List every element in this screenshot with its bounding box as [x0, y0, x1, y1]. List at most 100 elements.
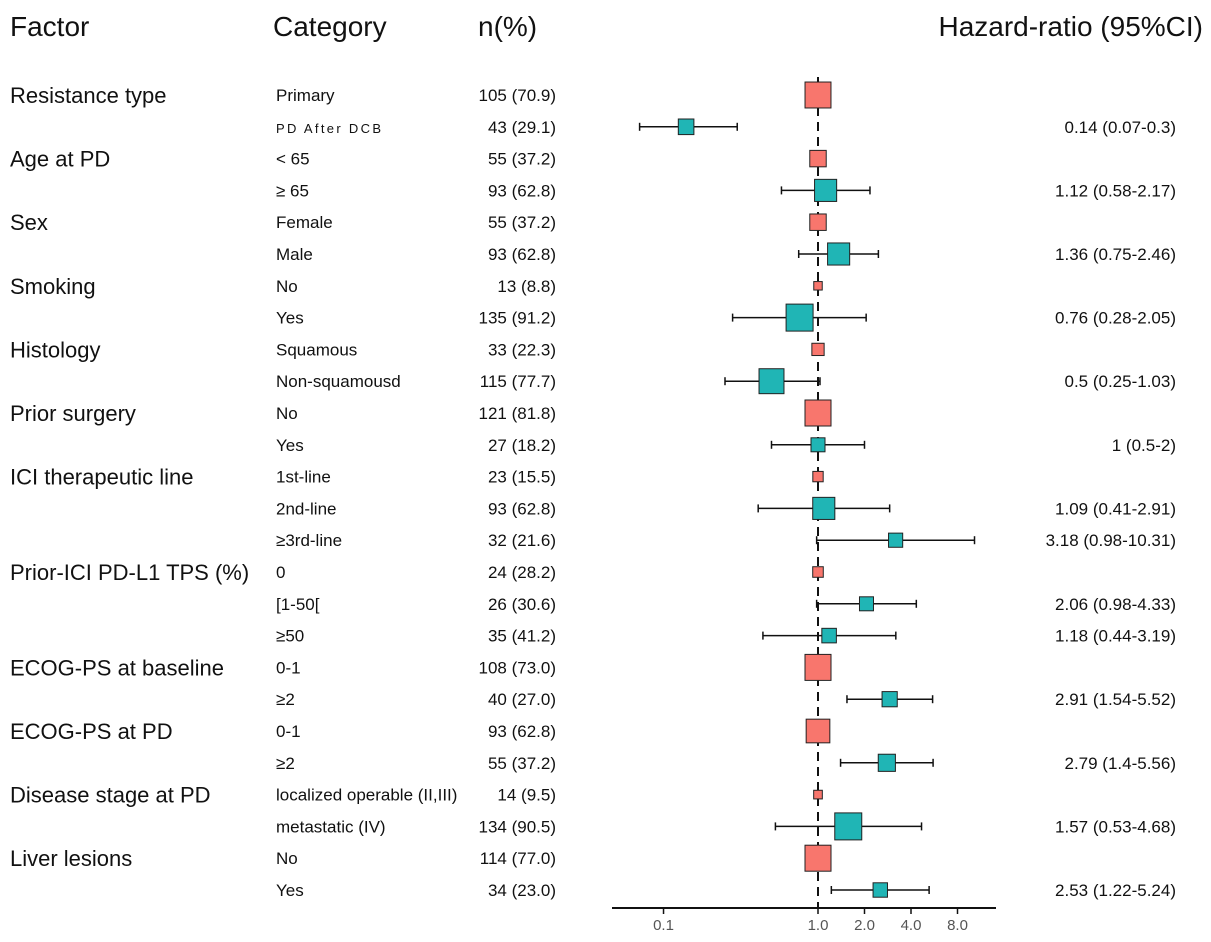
hazard-ratio-label: 0.76 (0.28-2.05) [1055, 309, 1176, 328]
category-label: Female [276, 213, 333, 232]
hazard-ratio-label: 1 (0.5-2) [1112, 436, 1176, 455]
n-percent: 26 (30.6) [488, 595, 556, 614]
reference-marker [813, 789, 823, 800]
category-label: localized operable (II,III) [276, 786, 457, 805]
n-percent: 93 (62.8) [488, 245, 556, 264]
hazard-ratio-marker [814, 178, 838, 202]
reference-marker [805, 718, 831, 744]
n-percent: 135 (91.2) [479, 309, 557, 328]
hazard-ratio-label: 0.5 (0.25-1.03) [1064, 372, 1176, 391]
category-label: 1st-line [276, 468, 331, 487]
n-percent: 23 (15.5) [488, 468, 556, 487]
n-percent: 32 (21.6) [488, 531, 556, 550]
hazard-ratio-marker [877, 753, 896, 772]
reference-marker [804, 653, 832, 681]
n-percent: 33 (22.3) [488, 340, 556, 359]
hazard-ratio-label: 2.91 (1.54-5.52) [1055, 690, 1176, 709]
reference-marker [812, 566, 824, 578]
hazard-ratio-marker [872, 882, 888, 898]
factor-label: Smoking [10, 274, 96, 299]
category-label: < 65 [276, 150, 310, 169]
hazard-ratio-marker [812, 496, 836, 520]
hazard-ratio-label: 2.79 (1.4-5.56) [1064, 754, 1176, 773]
n-percent: 40 (27.0) [488, 690, 556, 709]
factor-label: ICI therapeutic line [10, 465, 193, 490]
header-factor: Factor [10, 11, 89, 42]
category-label: Squamous [276, 340, 357, 359]
reference-marker [804, 399, 832, 427]
hazard-ratio-marker [888, 532, 904, 548]
category-label: Yes [276, 436, 304, 455]
reference-marker [811, 342, 825, 357]
x-tick-label: 1.0 [808, 917, 829, 934]
n-percent: 55 (37.2) [488, 754, 556, 773]
hazard-ratio-label: 1.09 (0.41-2.91) [1055, 499, 1176, 518]
hazard-ratio-marker [821, 627, 837, 644]
factor-label: Age at PD [10, 147, 110, 172]
hazard-ratio-marker [827, 242, 851, 266]
x-tick-label: 2.0 [854, 917, 875, 934]
category-label: ≥2 [276, 754, 295, 773]
n-percent: 35 (41.2) [488, 627, 556, 646]
category-label: 0-1 [276, 658, 301, 677]
x-tick-label: 8.0 [947, 917, 968, 934]
table-body: Resistance type Primary 105 (70.9) PD After… [10, 83, 1176, 900]
factor-label: ECOG-PS at PD [10, 719, 173, 744]
factor-label: Prior-ICI PD-L1 TPS (%) [10, 560, 249, 585]
x-tick-label: 0.1 [653, 917, 674, 934]
hazard-ratio-marker [785, 303, 814, 332]
category-label: Male [276, 245, 313, 264]
hazard-ratio-marker [858, 596, 874, 612]
category-label: 2nd-line [276, 499, 337, 518]
category-label: ≥3rd-line [276, 531, 342, 550]
x-tick-label: 4.0 [901, 917, 922, 934]
n-percent: 121 (81.8) [479, 404, 557, 423]
header-n: n(%) [478, 11, 537, 42]
category-label: Yes [276, 309, 304, 328]
category-label: [1-50[ [276, 595, 320, 614]
factor-label: Sex [10, 210, 48, 235]
factor-label: Prior surgery [10, 401, 136, 426]
reference-marker [809, 213, 827, 231]
category-label: Primary [276, 86, 335, 105]
n-percent: 115 (77.7) [480, 372, 556, 391]
n-percent: 93 (62.8) [488, 722, 556, 741]
hazard-ratio-label: 1.18 (0.44-3.19) [1055, 627, 1176, 646]
n-percent: 55 (37.2) [488, 150, 556, 169]
reference-marker [809, 149, 827, 168]
reference-marker [812, 470, 824, 483]
n-percent: 108 (73.0) [479, 658, 557, 677]
header-row: Factor Category n(%) Hazard-ratio (95%CI… [10, 11, 1203, 42]
hazard-ratio-marker [677, 118, 695, 136]
n-percent: 105 (70.9) [479, 86, 557, 105]
factor-label: ECOG-PS at baseline [10, 655, 224, 680]
n-percent: 134 (90.5) [479, 817, 557, 836]
hazard-ratio-marker [758, 368, 785, 395]
category-label: No [276, 404, 298, 423]
category-label: Yes [276, 881, 304, 900]
category-label: 0-1 [276, 722, 301, 741]
header-category: Category [273, 11, 387, 42]
n-percent: 43 (29.1) [488, 118, 556, 137]
hazard-ratio-label: 3.18 (0.98-10.31) [1046, 531, 1176, 550]
category-label: Non-squamousd [276, 372, 401, 391]
factor-label: Disease stage at PD [10, 783, 211, 808]
reference-marker [813, 281, 823, 291]
category-label: PD After DCB [276, 121, 381, 136]
category-label: ≥50 [276, 627, 304, 646]
reference-marker [804, 844, 832, 872]
category-label: 0 [276, 563, 285, 582]
n-percent: 93 (62.8) [488, 499, 556, 518]
hazard-ratio-label: 1.57 (0.53-4.68) [1055, 817, 1176, 836]
plot-area: 0.1 1.0 2.0 4.0 8.0 [612, 77, 996, 934]
reference-marker [804, 81, 832, 109]
hazard-ratio-label: 0.14 (0.07-0.3) [1064, 118, 1176, 137]
hazard-ratio-marker [834, 812, 863, 841]
category-label: ≥2 [276, 690, 295, 709]
n-percent: 55 (37.2) [488, 213, 556, 232]
hazard-ratio-label: 2.06 (0.98-4.33) [1055, 595, 1176, 614]
factor-label: Resistance type [10, 83, 167, 108]
factor-label: Liver lesions [10, 846, 132, 871]
category-label: metastatic (IV) [276, 817, 386, 836]
hazard-ratio-marker [810, 437, 826, 453]
